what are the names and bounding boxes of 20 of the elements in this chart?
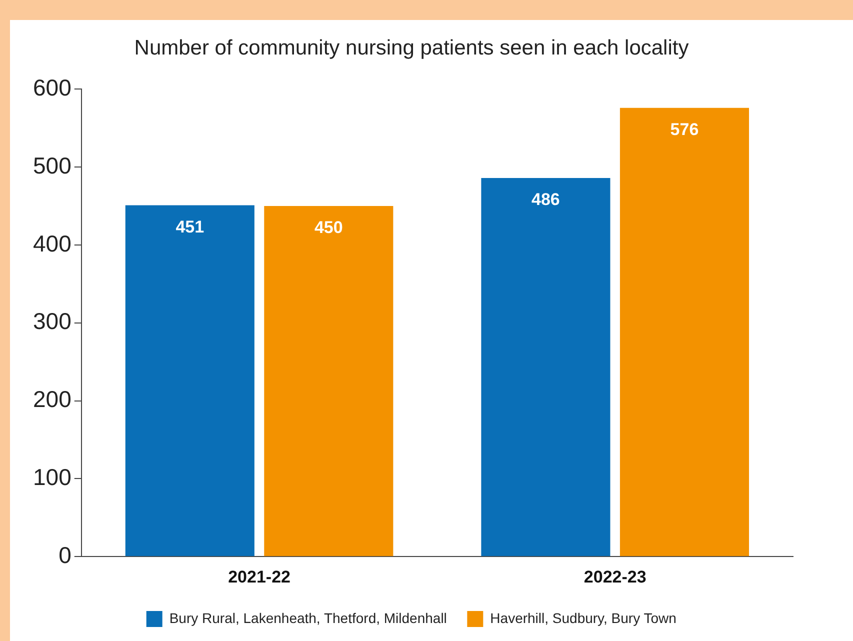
y-tick-label: 200	[33, 386, 72, 412]
y-tick-label: 100	[33, 464, 72, 490]
x-tick-label: 2021-22	[228, 567, 290, 586]
y-tick-label: 600	[33, 74, 72, 101]
chart-title: Number of community nursing patients seen in each locality	[134, 36, 690, 60]
data-label: 450	[314, 218, 343, 238]
legend-label: Bury Rural, Lakenheath, Thetford, Mildenhall	[169, 610, 447, 626]
y-tick-label: 300	[33, 308, 72, 334]
bar	[481, 178, 610, 556]
x-tick-label: 2022-23	[584, 567, 646, 586]
legend-label: Haverhill, Sudbury, Bury Town	[490, 610, 676, 626]
y-tick-label: 500	[33, 152, 72, 178]
y-tick-label: 0	[58, 542, 72, 568]
data-label: 576	[670, 120, 699, 140]
bar	[125, 205, 254, 556]
y-tick-label: 400	[33, 230, 72, 256]
bar	[620, 108, 750, 556]
bar	[264, 206, 394, 556]
data-label: 451	[176, 217, 204, 236]
data-label: 486	[532, 190, 560, 210]
